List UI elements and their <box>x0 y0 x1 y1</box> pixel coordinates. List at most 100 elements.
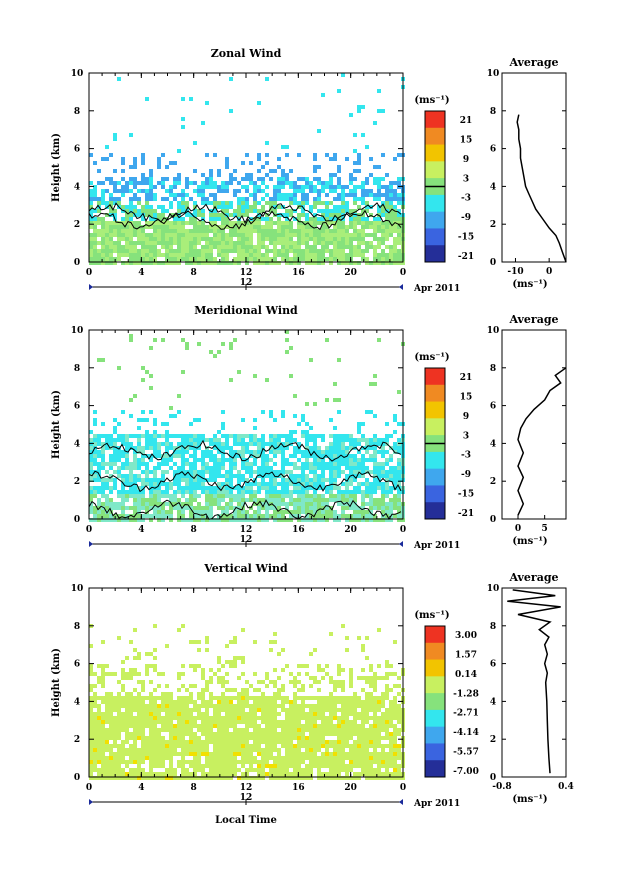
panel-1: Meridional Wind 0 2 4 6 8 10 Height (km) 0 4 8 12 16… <box>51 304 567 551</box>
panel-title: Zonal Wind <box>211 47 282 60</box>
y-tick-label: 6 <box>74 402 80 412</box>
colorbar <box>424 367 446 520</box>
colorbar-swatch <box>425 760 445 778</box>
x-tick-label: 16 <box>292 268 305 278</box>
colorbar-swatch <box>425 642 445 661</box>
colorbar-tick-label: 9 <box>463 155 469 165</box>
x-tick-label: 12 <box>240 525 253 535</box>
date-label: Apr 2011 <box>413 799 460 809</box>
average-y-tick-label: 0 <box>490 258 496 268</box>
x-tick-label: 20 <box>344 268 357 278</box>
colorbar-unit-label: (ms⁻¹) <box>414 610 449 621</box>
average-profile-line <box>517 367 567 516</box>
average-title: Average <box>508 571 558 584</box>
y-axis-label: Height (km) <box>51 390 62 459</box>
date-axis-start-marker <box>89 799 93 805</box>
date-tick-label: 12 <box>240 793 253 803</box>
average-y-tick-label: 10 <box>487 584 500 594</box>
y-tick-label: 0 <box>74 258 80 268</box>
colorbar-tick-label: -3 <box>461 194 471 204</box>
panel-title: Meridional Wind <box>194 304 298 317</box>
date-label: Apr 2011 <box>413 284 460 294</box>
colorbar-swatch <box>425 111 445 129</box>
x-tick-label: 16 <box>292 783 305 793</box>
x-axis-label: Local Time <box>215 815 277 826</box>
date-tick-label: 12 <box>240 278 253 288</box>
date-axis-start-marker <box>89 541 93 547</box>
colorbar-tick-label: -15 <box>458 233 474 243</box>
colorbar-swatch <box>425 451 445 470</box>
heatmap-field <box>89 73 405 265</box>
colorbar-swatch <box>425 659 445 677</box>
date-axis-end-marker <box>399 799 403 805</box>
y-tick-label: 4 <box>74 697 80 707</box>
y-tick-label: 10 <box>71 69 84 79</box>
average-y-tick-label: 10 <box>487 69 500 79</box>
y-tick-label: 0 <box>74 515 80 525</box>
average-x-label: (ms⁻¹) <box>512 279 547 290</box>
average-y-tick-label: 2 <box>490 477 496 487</box>
y-tick-label: 8 <box>74 364 80 374</box>
x-tick-label: 8 <box>191 525 197 535</box>
y-tick-label: 10 <box>71 584 84 594</box>
colorbar-swatch <box>425 485 445 503</box>
y-tick-label: 8 <box>74 622 80 632</box>
colorbar-swatch <box>425 743 445 761</box>
colorbar-tick-label: 3 <box>463 174 469 184</box>
colorbar-swatch <box>425 228 445 246</box>
average-y-tick-label: 6 <box>490 402 496 412</box>
colorbar-tick-label: 9 <box>463 412 469 422</box>
colorbar-unit-label: (ms⁻¹) <box>414 95 449 106</box>
x-tick-label: 0 <box>400 268 406 278</box>
x-tick-label: 8 <box>191 783 197 793</box>
y-tick-label: 2 <box>74 477 80 487</box>
average-x-tick-label: -0.8 <box>492 782 511 792</box>
colorbar-tick-label: 1.57 <box>455 650 477 660</box>
colorbar-tick-label: 15 <box>460 392 473 402</box>
average-panel: Average 0 2 4 6 8 10 -10 0 (ms⁻¹) <box>487 56 567 290</box>
colorbar-swatch <box>425 676 445 694</box>
average-y-tick-label: 4 <box>490 697 496 707</box>
x-tick-label: 16 <box>292 525 305 535</box>
average-frame <box>501 329 567 520</box>
average-y-tick-label: 2 <box>490 220 496 230</box>
x-tick-label: 8 <box>191 268 197 278</box>
y-tick-label: 8 <box>74 107 80 117</box>
average-y-tick-label: 2 <box>490 735 496 745</box>
colorbar-swatch <box>425 144 445 162</box>
colorbar-swatch <box>425 626 445 644</box>
y-axis-label: Height (km) <box>51 648 62 717</box>
colorbar-tick-label: -1.28 <box>453 689 479 699</box>
average-y-tick-label: 0 <box>490 773 496 783</box>
average-y-tick-label: 8 <box>490 622 496 632</box>
x-tick-label: 12 <box>240 783 253 793</box>
date-axis-end-marker <box>399 284 403 290</box>
y-tick-label: 6 <box>74 660 80 670</box>
colorbar-tick-label: -21 <box>458 252 474 262</box>
colorbar-swatch <box>425 127 445 146</box>
y-tick-label: 2 <box>74 220 80 230</box>
x-tick-label: 0 <box>86 268 92 278</box>
average-title: Average <box>508 313 558 326</box>
average-x-label: (ms⁻¹) <box>512 536 547 547</box>
average-y-tick-label: 10 <box>487 326 500 336</box>
y-tick-label: 4 <box>74 439 80 449</box>
colorbar-swatch <box>425 468 445 486</box>
average-x-tick-label: 0.4 <box>558 782 574 792</box>
y-tick-label: 0 <box>74 773 80 783</box>
colorbar-swatch <box>425 709 445 728</box>
date-tick-label: 12 <box>240 535 253 545</box>
average-panel: Average 0 2 4 6 8 10 -0.8 0.4 (ms⁻¹) <box>487 571 574 805</box>
zero-contour <box>88 202 402 231</box>
average-frame <box>501 72 567 263</box>
average-y-tick-label: 8 <box>490 364 496 374</box>
colorbar-tick-label: -2.71 <box>453 709 479 719</box>
colorbar-tick-label: 21 <box>460 373 473 383</box>
colorbar-swatch <box>425 384 445 403</box>
colorbar-tick-label: 3 <box>463 431 469 441</box>
colorbar-tick-label: 0.14 <box>455 670 477 680</box>
colorbar-swatch <box>425 245 445 263</box>
average-x-label: (ms⁻¹) <box>512 794 547 805</box>
